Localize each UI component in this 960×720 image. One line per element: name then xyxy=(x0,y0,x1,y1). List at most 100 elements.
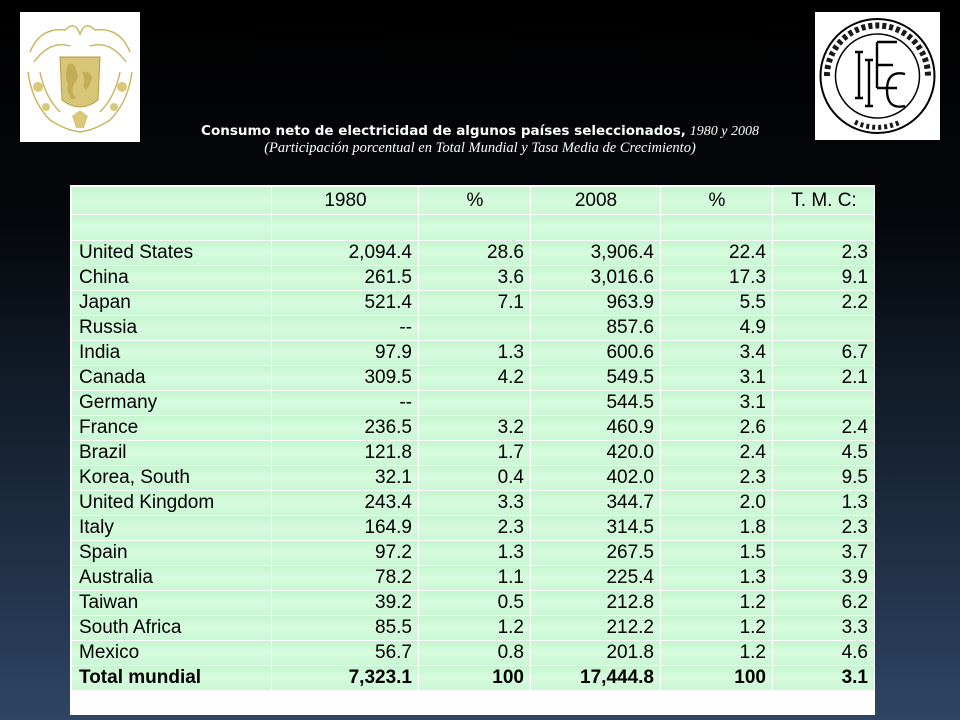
value-cell: 2.2 xyxy=(772,290,875,316)
value-cell: 2.0 xyxy=(660,490,773,516)
table-row: Mexico 56.7 0.8 201.8 1.2 4.6 xyxy=(71,640,875,666)
table-row: Spain 97.2 1.3 267.5 1.5 3.7 xyxy=(71,540,875,566)
value-cell: 9.1 xyxy=(772,265,875,291)
unam-escudo-icon xyxy=(20,12,140,142)
country-cell: Germany xyxy=(71,390,272,416)
value-cell: 3,016.6 xyxy=(530,265,661,291)
country-cell: Australia xyxy=(71,565,272,591)
empty-cell xyxy=(530,214,661,241)
value-cell: -- xyxy=(271,315,419,341)
slide-subtitle: (Participación porcentual en Total Mundi… xyxy=(264,140,696,156)
title-main: Consumo neto de electricidad de algunos … xyxy=(201,123,686,139)
iiec-logo xyxy=(815,12,940,140)
value-cell: 857.6 xyxy=(530,315,661,341)
value-cell: 4.9 xyxy=(660,315,773,341)
value-cell: 225.4 xyxy=(530,565,661,591)
empty-cell xyxy=(418,214,531,241)
value-cell: 420.0 xyxy=(530,440,661,466)
total-row: Total mundial 7,323.1 100 17,444.8 100 3.1 xyxy=(71,665,875,691)
value-cell: 460.9 xyxy=(530,415,661,441)
header-cell xyxy=(71,186,272,215)
table-row: Korea, South 32.1 0.4 402.0 2.3 9.5 xyxy=(71,465,875,491)
electricity-table: 1980% 2008% T. M. C: United States 2,094.4 28… xyxy=(70,185,875,715)
value-cell: 3.1 xyxy=(772,665,875,691)
value-cell: -- xyxy=(271,390,419,416)
value-cell: 2.1 xyxy=(772,365,875,391)
header-cell: % xyxy=(660,186,773,215)
value-cell xyxy=(772,315,875,341)
value-cell: 164.9 xyxy=(271,515,419,541)
country-cell: Taiwan xyxy=(71,590,272,616)
value-cell: 3.2 xyxy=(418,415,531,441)
data-table: 1980% 2008% T. M. C: United States 2,094.4 28… xyxy=(71,186,875,691)
value-cell: 100 xyxy=(418,665,531,691)
value-cell: 100 xyxy=(660,665,773,691)
value-cell: 3,906.4 xyxy=(530,240,661,266)
header-cell: 2008 xyxy=(530,186,661,215)
value-cell: 39.2 xyxy=(271,590,419,616)
value-cell: 1.2 xyxy=(660,640,773,666)
value-cell: 243.4 xyxy=(271,490,419,516)
value-cell: 56.7 xyxy=(271,640,419,666)
iiec-seal-icon xyxy=(815,12,940,140)
value-cell: 1.7 xyxy=(418,440,531,466)
country-cell: Spain xyxy=(71,540,272,566)
table-row: United States 2,094.4 28.6 3,906.4 22.4 2.3 xyxy=(71,240,875,266)
value-cell: 85.5 xyxy=(271,615,419,641)
value-cell: 6.2 xyxy=(772,590,875,616)
value-cell: 600.6 xyxy=(530,340,661,366)
country-cell: India xyxy=(71,340,272,366)
table-row: China 261.5 3.6 3,016.6 17.3 9.1 xyxy=(71,265,875,291)
value-cell: 2.6 xyxy=(660,415,773,441)
value-cell: 32.1 xyxy=(271,465,419,491)
value-cell: 344.7 xyxy=(530,490,661,516)
table-row: Australia 78.2 1.1 225.4 1.3 3.9 xyxy=(71,565,875,591)
value-cell: 267.5 xyxy=(530,540,661,566)
country-cell: Italy xyxy=(71,515,272,541)
spacer-row xyxy=(71,214,875,241)
table-row: Italy 164.9 2.3 314.5 1.8 2.3 xyxy=(71,515,875,541)
value-cell: 261.5 xyxy=(271,265,419,291)
value-cell: 0.5 xyxy=(418,590,531,616)
value-cell: 9.5 xyxy=(772,465,875,491)
value-cell: 2.4 xyxy=(772,415,875,441)
value-cell: 1.3 xyxy=(418,540,531,566)
value-cell: 5.5 xyxy=(660,290,773,316)
header-row: 1980% 2008% T. M. C: xyxy=(71,186,875,215)
value-cell: 212.8 xyxy=(530,590,661,616)
value-cell: 3.1 xyxy=(660,365,773,391)
country-cell: Mexico xyxy=(71,640,272,666)
value-cell: 7.1 xyxy=(418,290,531,316)
value-cell: 4.6 xyxy=(772,640,875,666)
value-cell: 2.3 xyxy=(772,240,875,266)
title-years: 1980 y 2008 xyxy=(689,124,759,139)
value-cell: 544.5 xyxy=(530,390,661,416)
value-cell xyxy=(418,390,531,416)
value-cell: 1.3 xyxy=(772,490,875,516)
value-cell: 3.6 xyxy=(418,265,531,291)
country-cell: South Africa xyxy=(71,615,272,641)
empty-cell xyxy=(71,214,272,241)
value-cell: 0.4 xyxy=(418,465,531,491)
header-cell: % xyxy=(418,186,531,215)
value-cell: 17.3 xyxy=(660,265,773,291)
country-cell: China xyxy=(71,265,272,291)
header-cell: 1980 xyxy=(271,186,419,215)
table-row: Japan 521.4 7.1 963.9 5.5 2.2 xyxy=(71,290,875,316)
value-cell: 97.2 xyxy=(271,540,419,566)
country-cell: United Kingdom xyxy=(71,490,272,516)
value-cell: 521.4 xyxy=(271,290,419,316)
table-row: South Africa 85.5 1.2 212.2 1.2 3.3 xyxy=(71,615,875,641)
table-row: Russia -- 857.6 4.9 xyxy=(71,315,875,341)
country-cell: Canada xyxy=(71,365,272,391)
country-cell: Korea, South xyxy=(71,465,272,491)
value-cell: 97.9 xyxy=(271,340,419,366)
table-row: France 236.5 3.2 460.9 2.6 2.4 xyxy=(71,415,875,441)
value-cell: 3.9 xyxy=(772,565,875,591)
value-cell: 3.3 xyxy=(772,615,875,641)
country-cell: Japan xyxy=(71,290,272,316)
value-cell: 6.7 xyxy=(772,340,875,366)
unam-logo xyxy=(20,12,140,142)
value-cell: 314.5 xyxy=(530,515,661,541)
value-cell: 1.3 xyxy=(660,565,773,591)
